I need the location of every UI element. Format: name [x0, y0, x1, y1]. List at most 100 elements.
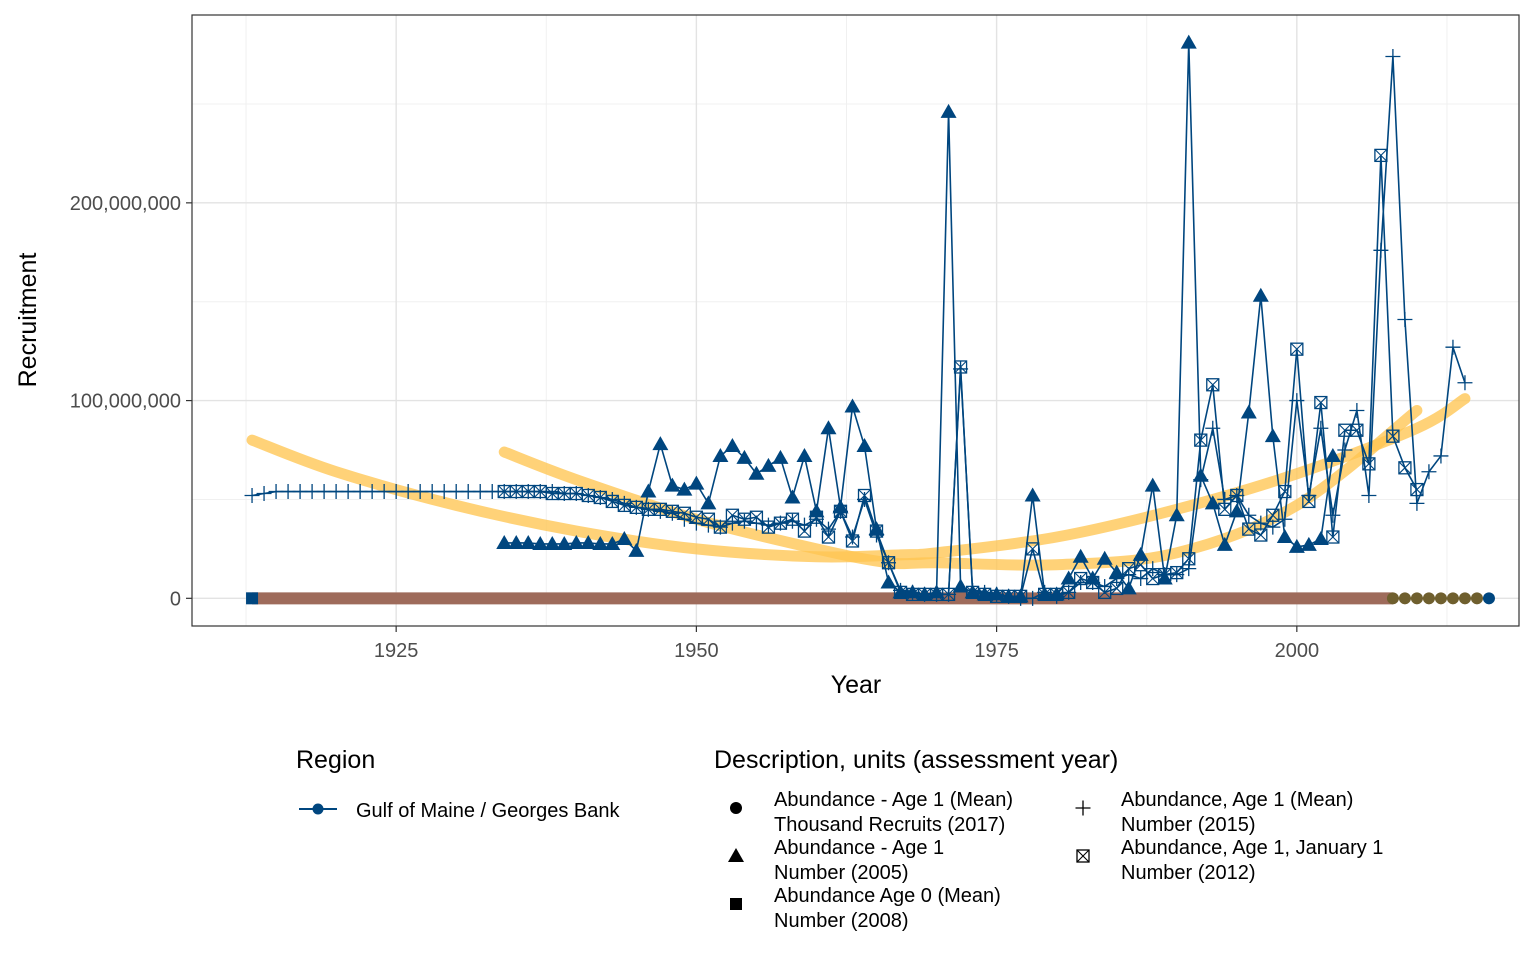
marker-triangle: [796, 447, 813, 462]
legend-description-label: Number (2015): [1121, 814, 1256, 836]
marker-boxx-cross: [593, 491, 607, 504]
marker-boxx-cross: [1158, 568, 1172, 581]
marker-plus: [953, 361, 969, 377]
marker-boxx-cross: [1014, 589, 1028, 603]
marker-triangle: [1240, 404, 1257, 419]
marker-triangle: [1312, 530, 1329, 545]
marker-boxx-cross: [1338, 423, 1352, 437]
marker-boxx-cross: [653, 502, 667, 516]
marker-triangle: [592, 535, 609, 550]
legend-description-label: Number (2005): [774, 862, 909, 884]
marker-boxx-cross: [1076, 849, 1090, 863]
marker-boxx: [881, 556, 896, 570]
marker-plus: [1289, 393, 1305, 409]
marker-plus: [1325, 507, 1341, 523]
marker-boxx-cross: [1146, 572, 1160, 585]
marker-plus: [1253, 515, 1269, 531]
marker-plus: [1217, 491, 1233, 507]
y-axis: 0 100,000,000 200,000,000: [70, 193, 192, 610]
marker-triangle: [676, 481, 693, 496]
marker-boxx-cross: [509, 485, 523, 498]
marker-triangle: [820, 420, 837, 435]
marker-plus: [1025, 590, 1041, 606]
marker-circle: [1422, 592, 1435, 605]
marker-boxx-cross: [1218, 502, 1232, 516]
legend-description-label: Abundance Age 0 (Mean): [774, 885, 1001, 907]
marker-boxx: [1326, 530, 1340, 544]
marker-plus: [652, 503, 668, 519]
marker-plus: [1205, 420, 1221, 436]
marker-boxx-cross: [750, 510, 763, 524]
marker-triangle: [736, 449, 753, 464]
marker-plus: [1409, 495, 1425, 511]
marker-boxx-cross: [629, 500, 643, 514]
marker-triangle: [616, 530, 633, 545]
marker-boxx-cross: [1182, 552, 1196, 566]
marker-boxx: [1350, 423, 1364, 437]
marker-triangle: [688, 475, 705, 490]
legend-region-title: Region: [296, 746, 375, 774]
marker-plus: [820, 521, 836, 537]
legend-region: Region Gulf of Maine / Georges Bank: [296, 746, 620, 822]
marker-boxx-cross: [1038, 587, 1052, 601]
marker-triangle: [760, 457, 777, 472]
y-axis-title: Recruitment: [14, 253, 42, 388]
marker-boxx: [1194, 433, 1208, 447]
x-tick-label: 1950: [674, 640, 719, 662]
marker-plus: [1037, 584, 1053, 600]
marker-plus: [244, 487, 260, 503]
marker-boxx-cross: [714, 520, 727, 534]
marker-plus: [1109, 571, 1125, 587]
marker-boxx-cross: [1170, 566, 1184, 580]
marker-triangle: [1120, 580, 1137, 595]
marker-plus: [1193, 472, 1209, 488]
marker-boxx: [821, 530, 836, 544]
marker-boxx: [1362, 457, 1376, 471]
marker-triangle: [728, 848, 744, 862]
marker-boxx: [1230, 488, 1244, 503]
marker-boxx-cross: [942, 587, 955, 601]
marker-circle: [1434, 592, 1447, 605]
marker-boxx: [1266, 508, 1280, 522]
marker-triangle: [856, 438, 873, 453]
marker-triangle: [1144, 477, 1161, 492]
marker-circle: [1386, 592, 1399, 605]
marker-boxx-cross: [1362, 457, 1376, 471]
marker-boxx-cross: [1062, 585, 1076, 599]
marker-triangle: [1096, 550, 1113, 565]
marker-boxx: [1182, 552, 1196, 566]
marker-plus: [736, 513, 752, 529]
marker-plus: [1133, 571, 1149, 587]
marker-boxx: [1025, 542, 1040, 556]
marker-boxx-cross: [677, 506, 691, 520]
marker-boxx-cross: [990, 589, 1003, 603]
marker-boxx: [869, 524, 884, 538]
marker-plus: [256, 486, 272, 502]
marker-boxx: [1134, 558, 1148, 572]
marker-plus: [977, 584, 993, 600]
marker-triangle: [532, 535, 549, 550]
marker-circle: [1398, 592, 1411, 605]
marker-triangle: [1276, 529, 1293, 544]
marker-boxx-cross: [738, 512, 751, 526]
marker-boxx-cross: [1410, 483, 1424, 496]
marker-plus: [1361, 487, 1377, 503]
marker-boxx-cross: [1242, 522, 1256, 536]
marker-plus: [989, 586, 1005, 602]
marker-plus: [893, 582, 909, 598]
marker-boxx-cross: [1122, 562, 1136, 576]
marker-boxx-cross: [846, 534, 859, 548]
marker-boxx: [1254, 528, 1268, 542]
marker-plus: [844, 529, 860, 545]
marker-triangle: [784, 489, 801, 504]
marker-boxx-cross: [1134, 558, 1148, 572]
marker-boxx-cross: [1302, 495, 1316, 508]
marker-triangle: [772, 449, 789, 464]
marker-triangle: [1252, 287, 1269, 302]
legend-description-label: Abundance - Age 1: [774, 837, 944, 859]
legend-description-title: Description, units (assessment year): [714, 746, 1118, 774]
marker-circle: [1410, 592, 1423, 605]
marker-triangle: [748, 465, 765, 480]
marker-plus: [1049, 588, 1065, 604]
